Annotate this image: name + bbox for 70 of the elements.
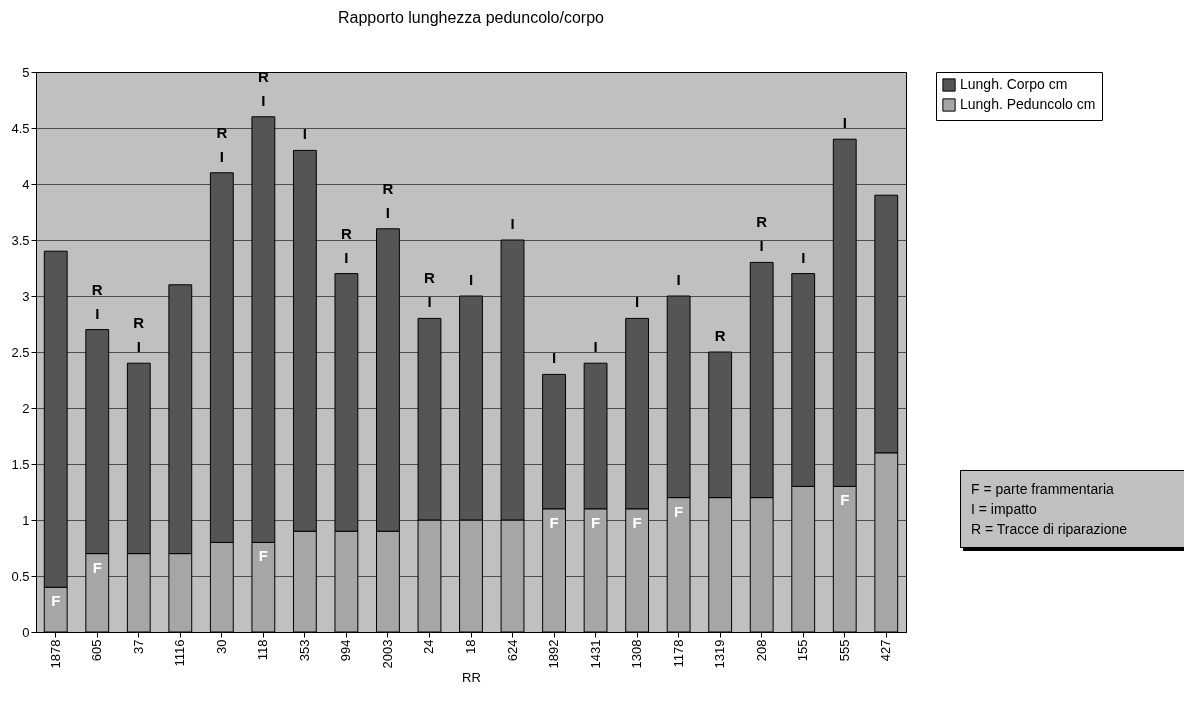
annotation: R (216, 123, 228, 141)
annotation: I (468, 271, 474, 288)
x-tick-label: 1308 (629, 639, 645, 669)
x-axis-title: RR (462, 670, 481, 686)
y-tick-label: 0 (22, 624, 30, 640)
annotation: F (591, 513, 601, 531)
annotation: F (840, 491, 850, 509)
x-tick-label: 555 (836, 639, 852, 662)
x-tick-label: 605 (89, 639, 105, 662)
annotation: R (382, 179, 394, 197)
annotation: I (302, 125, 307, 143)
x-tick-label: 30 (213, 639, 229, 654)
x-tick-label: 1319 (712, 639, 728, 669)
y-tick-label: 1 (22, 512, 30, 528)
annotation: F (674, 502, 684, 520)
x-tick-label: 624 (504, 639, 520, 662)
annotation: R (714, 327, 726, 344)
x-tick-label: 1878 (47, 639, 63, 669)
annotation: I (551, 349, 557, 367)
y-tick-label: 3.5 (11, 232, 30, 248)
x-tick-label: 208 (753, 639, 769, 662)
y-tick-label: 4.5 (11, 120, 30, 136)
annotation: I (427, 293, 432, 311)
y-tick-label: 2 (22, 400, 30, 416)
annotation: I (344, 248, 349, 266)
x-tick-label: 1892 (546, 639, 562, 669)
x-tick-label: 353 (296, 639, 312, 662)
annotation: I (593, 338, 598, 356)
x-tick-label: 18 (463, 639, 478, 654)
annotation: F (258, 547, 268, 565)
annotation: R (91, 280, 103, 298)
annotation: F (92, 558, 102, 576)
notes-box: F = parte frammentaria I = impatto R = Tracce di riparazione (960, 470, 1184, 548)
annotation: F (51, 592, 61, 610)
y-tick-label: 5 (22, 64, 30, 80)
annotation: I (136, 338, 141, 356)
annotation: I (635, 293, 640, 311)
annotation: I (676, 271, 681, 288)
x-tick-label: 118 (255, 639, 271, 661)
y-tick-label: 1.5 (11, 456, 30, 472)
x-tick-label: 24 (421, 639, 437, 654)
x-tick-label: 427 (878, 639, 894, 662)
legend-label: Lungh. Corpo cm (960, 76, 1068, 92)
annotation: I (842, 114, 847, 132)
y-tick-label: 0.5 (11, 568, 30, 584)
annotation: R (756, 213, 768, 231)
annotation: I (385, 203, 391, 221)
x-tick-label: 1178 (670, 639, 686, 668)
x-tick-label: 1431 (587, 639, 603, 669)
annotation: R (424, 269, 436, 287)
annotation: I (95, 304, 100, 322)
annotation: R (133, 314, 145, 332)
chart-title: Rapporto lunghezza peduncolo/corpo (338, 9, 605, 26)
annotation: I (510, 215, 515, 232)
legend-label: Lungh. Peduncolo cm (960, 96, 1096, 112)
annotation: I (759, 237, 764, 255)
annotation: F (549, 513, 559, 531)
x-tick-label: 2003 (379, 639, 395, 669)
x-tick-label: 155 (795, 639, 811, 662)
annotation: R (341, 224, 352, 242)
y-tick-label: 3 (22, 288, 30, 304)
annotation: F (632, 513, 642, 531)
x-tick-label: 37 (130, 639, 146, 654)
y-tick-label: 4 (22, 176, 30, 192)
y-tick-label: 2.5 (11, 344, 30, 360)
annotation: I (219, 147, 224, 165)
annotation: I (261, 91, 266, 109)
annotation: I (801, 248, 806, 266)
x-tick-label: 994 (338, 639, 354, 662)
x-tick-label: 1116 (172, 639, 188, 667)
